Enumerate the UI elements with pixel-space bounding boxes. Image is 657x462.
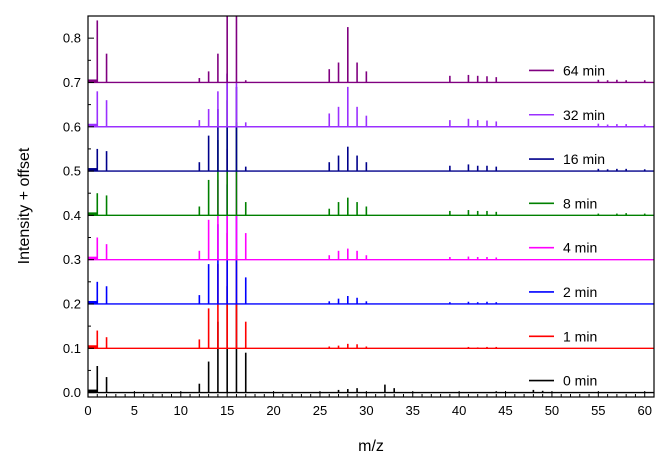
- x-tick-label: 0: [84, 403, 91, 418]
- x-tick-label: 60: [637, 403, 651, 418]
- y-tick-label: 0.2: [63, 296, 81, 311]
- series-noise-block: [88, 123, 97, 127]
- x-tick-label: 5: [131, 403, 138, 418]
- x-tick-label: 10: [174, 403, 188, 418]
- x-tick-label: 45: [498, 403, 512, 418]
- series-layer: [88, 16, 654, 394]
- x-tick-label: 25: [313, 403, 327, 418]
- legend-label: 8 min: [563, 195, 597, 211]
- x-tick-label: 55: [591, 403, 605, 418]
- legend-label: 64 min: [563, 62, 605, 78]
- plot-frame: [87, 15, 655, 398]
- y-tick-label: 0.6: [63, 119, 81, 134]
- x-axis-title: m/z: [358, 438, 384, 455]
- x-tick-label: 30: [359, 403, 373, 418]
- y-axis-title: Intensity + offset: [16, 147, 33, 264]
- series-64-min: [88, 16, 654, 84]
- x-tick-label: 20: [266, 403, 280, 418]
- x-tick-label: 50: [545, 403, 559, 418]
- y-tick-label: 0.8: [63, 31, 81, 46]
- x-tick-label: 15: [220, 403, 234, 418]
- x-tick-label: 40: [452, 403, 466, 418]
- legend-label: 32 min: [563, 107, 605, 123]
- y-tick-label: 0.7: [63, 75, 81, 90]
- legend-label: 16 min: [563, 151, 605, 167]
- x-tick-label: 35: [406, 403, 420, 418]
- y-tick-label: 0.1: [63, 341, 81, 356]
- legend-label: 2 min: [563, 284, 597, 300]
- y-tick-label: 0.3: [63, 252, 81, 267]
- series-noise-block: [88, 256, 97, 260]
- legend-label: 4 min: [563, 240, 597, 256]
- series-noise-block: [88, 389, 97, 393]
- legend-label: 1 min: [563, 328, 597, 344]
- series-noise-block: [88, 345, 97, 349]
- legend-label: 0 min: [563, 373, 597, 389]
- ticks-layer: 0 5 10 15 20 25 30 35 40 45 50 55 60 0.0 0.1 0.2 0.3 0.4 0…: [63, 31, 655, 418]
- series-32-min: [88, 73, 654, 128]
- legend: 0 min 1 min 2 min 4 min 8 min 16 min 32 min 64 …: [529, 62, 605, 389]
- y-tick-label: 0.5: [63, 164, 81, 179]
- series-noise-block: [88, 212, 97, 216]
- y-tick-label: 0.4: [63, 208, 81, 223]
- y-tick-label: 0.0: [63, 385, 81, 400]
- series-noise-block: [88, 168, 97, 172]
- series-noise-block: [88, 79, 97, 83]
- series-noise-block: [88, 300, 97, 304]
